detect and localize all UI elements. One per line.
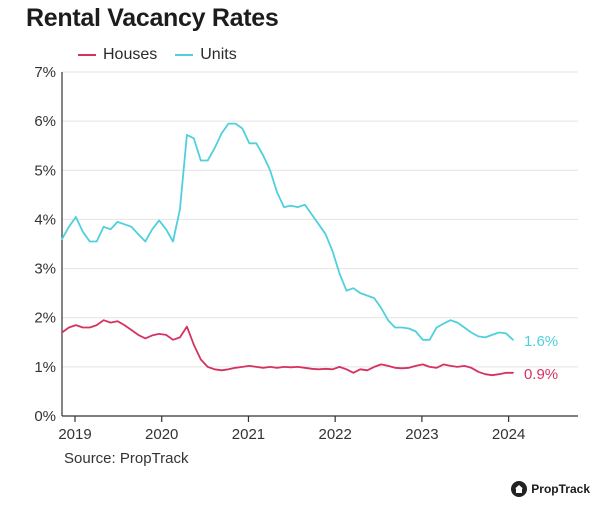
- brand-name: PropTrack: [531, 482, 590, 496]
- x-tick-label-2024: 2024: [492, 426, 525, 443]
- house-logo-icon: [511, 481, 528, 497]
- y-tick-label-5: 5%: [34, 162, 56, 179]
- brand-logo: PropTrack: [511, 481, 590, 497]
- legend-item-houses: Houses: [78, 46, 157, 64]
- y-tick-label-0: 0%: [34, 408, 56, 425]
- x-tick-label-2022: 2022: [318, 426, 351, 443]
- end-label-units: 1.6%: [524, 333, 558, 350]
- y-tick-label-6: 6%: [34, 113, 56, 130]
- y-tick-label-1: 1%: [34, 359, 56, 376]
- x-tick-label-2021: 2021: [232, 426, 265, 443]
- x-tick-label-2019: 2019: [58, 426, 91, 443]
- y-tick-label-2: 2%: [34, 310, 56, 327]
- chart-title: Rental Vacancy Rates: [26, 4, 279, 32]
- series-line-units: [61, 122, 514, 341]
- series-line-houses: [61, 319, 514, 377]
- x-tick-label-2023: 2023: [405, 426, 438, 443]
- y-tick-label-7: 7%: [34, 64, 56, 81]
- y-tick-label-3: 3%: [34, 261, 56, 278]
- x-tick-label-2020: 2020: [145, 426, 178, 443]
- legend-item-units: Units: [175, 46, 237, 64]
- legend-label-houses: Houses: [103, 46, 158, 63]
- end-label-houses: 0.9%: [524, 366, 558, 383]
- legend-swatch-houses: [78, 54, 96, 56]
- source-note: Source: PropTrack: [64, 450, 189, 467]
- legend-swatch-units: [175, 54, 194, 56]
- chart-legend: Houses Units: [78, 46, 237, 64]
- y-tick-label-4: 4%: [34, 211, 56, 228]
- legend-label-units: Units: [200, 46, 237, 63]
